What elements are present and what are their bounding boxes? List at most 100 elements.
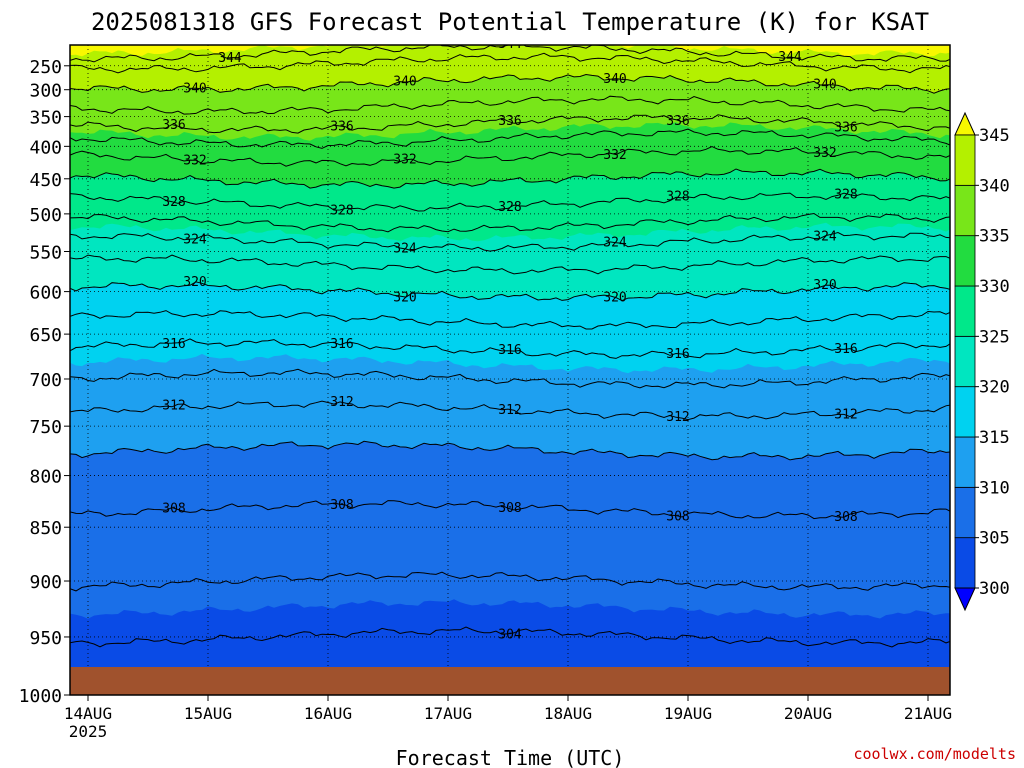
contour-328	[70, 192, 950, 212]
contour-312	[70, 400, 950, 421]
x-axis: 14AUG 15AUG 16AUG 17AUG 18AUG 19AUG 20AUG 21AUG…	[64, 695, 952, 741]
colorbar-box-315	[954, 386, 976, 438]
contour-label: 312	[330, 395, 353, 410]
x-tick-label: 19AUG	[664, 704, 712, 723]
contour-label: 340	[813, 78, 836, 93]
contour-label: 316	[330, 337, 353, 352]
contour-336	[70, 114, 950, 134]
contour-label: 308	[330, 498, 353, 513]
colorbar-box-305	[954, 486, 976, 539]
x-tick-label: 18AUG	[544, 704, 592, 723]
contour-label: 308	[162, 501, 185, 516]
contour-label: 332	[813, 146, 836, 161]
contour-label: 336	[834, 121, 857, 136]
ground-surface	[70, 667, 950, 695]
y-tick-label: 400	[29, 137, 62, 158]
contour-label: 328	[666, 190, 689, 205]
colorbar-box-320	[954, 335, 976, 388]
colorbar-box-330	[954, 235, 976, 287]
contour-label: 320	[393, 290, 416, 305]
colorbar-top-arrow	[954, 111, 976, 136]
colorbar-label: 330	[979, 277, 1010, 297]
y-tick-label: 1000	[19, 686, 62, 707]
colorbar-label: 325	[979, 327, 1010, 347]
y-tick-label: 550	[29, 242, 62, 263]
colorbar-label: 335	[979, 227, 1010, 247]
contour-label: 308	[666, 509, 689, 524]
contour-label: 312	[498, 403, 521, 418]
contour-label: 344	[778, 50, 802, 65]
colorbar-label: 345	[979, 126, 1010, 146]
y-tick-label: 450	[29, 170, 62, 191]
contour-322	[70, 254, 950, 275]
contour-label: 316	[162, 337, 185, 352]
contour-label: 344	[218, 51, 242, 66]
x-tick-label: 14AUG	[64, 704, 112, 723]
y-tick-label: 950	[29, 628, 62, 649]
contour-label: 312	[162, 398, 185, 413]
contour-label: 320	[813, 278, 836, 293]
contour-label: 312	[666, 410, 689, 425]
contour-label: 332	[393, 153, 416, 168]
x-tick-label: 17AUG	[424, 704, 472, 723]
x-tick-label: 16AUG	[304, 704, 352, 723]
contour-344	[70, 45, 950, 63]
colorbar-box-310	[954, 436, 976, 488]
contour-label: 336	[162, 118, 185, 133]
contour-306	[70, 571, 950, 592]
y-tick-label: 650	[29, 325, 62, 346]
heatmap-bands	[70, 45, 950, 695]
y-tick-label: 900	[29, 572, 62, 593]
contour-label: 316	[666, 347, 689, 362]
colorbar-label: 300	[979, 579, 1010, 599]
chart-title: 2025081318 GFS Forecast Potential Temper…	[91, 8, 929, 36]
colorbar-box-300	[954, 537, 976, 589]
colorbar-bottom-arrow	[954, 587, 976, 612]
y-tick-label: 700	[29, 370, 62, 391]
contour-310	[70, 440, 950, 461]
contour-label: 336	[666, 114, 689, 129]
contour-342	[70, 52, 950, 74]
contour-label: 328	[330, 203, 353, 218]
colorbar-box-340	[954, 134, 976, 186]
contour-label: 316	[498, 343, 521, 358]
colorbar-label: 320	[979, 378, 1010, 398]
colorbar-label: 315	[979, 428, 1010, 448]
contour-324	[70, 231, 950, 252]
plot-frame	[69, 44, 951, 696]
contour-label: 312	[834, 408, 857, 423]
contour-label: 328	[162, 195, 185, 210]
contour-label: 304	[498, 627, 522, 642]
contour-label: 308	[498, 501, 521, 516]
contour-label: 328	[834, 187, 857, 202]
y-axis: 250 300 350 400 450 500 550 600 650 700 750 800 850 9…	[19, 57, 70, 707]
contour-label: 324	[813, 230, 837, 245]
y-tick-label: 300	[29, 81, 62, 102]
contour-332	[70, 146, 950, 167]
colorbar: 300 305 310 315 320 325 330 335 340 345	[954, 111, 1010, 612]
y-tick-label: 250	[29, 57, 62, 78]
contour-label: 324	[603, 235, 627, 250]
contour-314	[70, 368, 950, 389]
y-tick-label: 800	[29, 467, 62, 488]
contour-lines	[70, 45, 950, 695]
y-tick-label: 500	[29, 205, 62, 226]
colorbar-box-335	[954, 184, 976, 237]
contour-label: 340	[603, 72, 626, 87]
contour-308	[70, 500, 950, 520]
contour-label: 328	[498, 200, 521, 215]
x-tick-label: 21AUG	[904, 704, 952, 723]
contour-label: 320	[603, 291, 626, 306]
contour-334	[70, 128, 950, 149]
x-tick-label: 20AUG	[784, 704, 832, 723]
contour-label: 332	[603, 148, 626, 163]
contour-label: 344	[498, 37, 522, 52]
contour-316	[70, 338, 950, 359]
band-305	[70, 599, 950, 695]
contour-304	[70, 626, 950, 648]
credit-label: coolwx.com/modelts	[853, 745, 1016, 763]
contour-label: 316	[834, 342, 857, 357]
contour-label: 320	[183, 275, 206, 290]
x-axis-label: Forecast Time (UTC)	[396, 746, 625, 768]
